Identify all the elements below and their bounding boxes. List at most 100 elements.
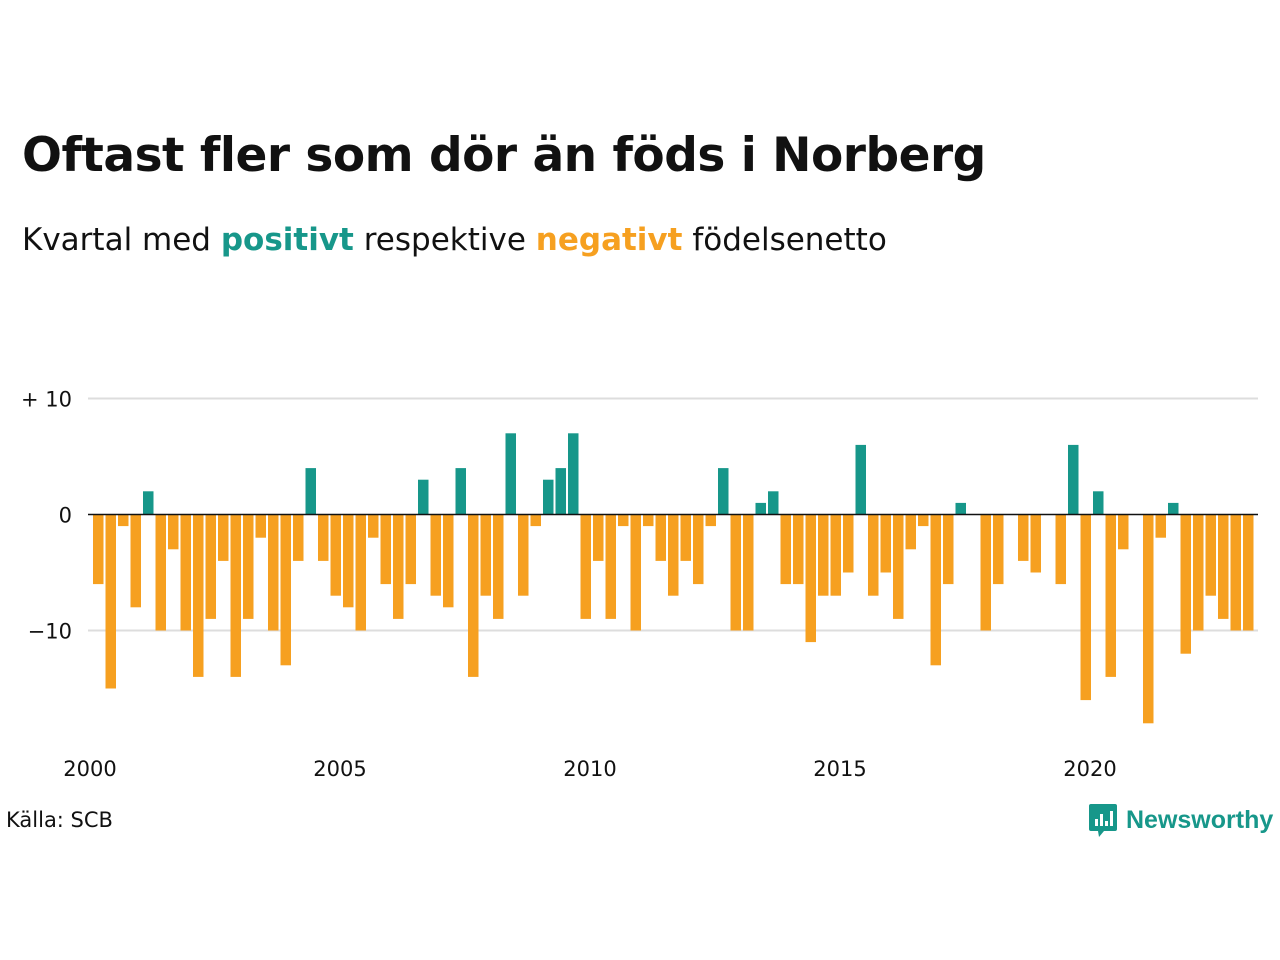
bar	[368, 514, 379, 538]
y-tick-label: + 10	[21, 388, 72, 412]
bar	[1243, 514, 1254, 631]
bar	[805, 514, 816, 643]
x-tick-label: 2020	[1063, 757, 1116, 781]
bar	[455, 468, 466, 515]
bar	[168, 514, 179, 550]
bar	[230, 514, 241, 677]
brand-name: Newsworthy	[1126, 805, 1274, 834]
bar	[405, 514, 416, 585]
bar	[1168, 502, 1179, 515]
bar	[555, 468, 566, 515]
bar	[118, 514, 129, 527]
bar	[543, 479, 554, 515]
bars-layer	[93, 433, 1254, 724]
bar	[1118, 514, 1129, 550]
bar	[393, 514, 404, 619]
x-tick-label: 2010	[563, 757, 616, 781]
bar	[1055, 514, 1066, 585]
bar	[330, 514, 341, 596]
bar	[905, 514, 916, 550]
bar	[1068, 444, 1079, 515]
bar	[705, 514, 716, 527]
bar	[243, 514, 254, 619]
bar	[143, 491, 154, 515]
brand-logo: Newsworthy	[1088, 802, 1273, 838]
bar	[130, 514, 141, 608]
bar	[918, 514, 929, 527]
bar	[930, 514, 941, 666]
bar	[843, 514, 854, 573]
bar	[193, 514, 204, 677]
y-tick-label: −10	[28, 620, 72, 644]
bar	[1030, 514, 1041, 573]
bar	[268, 514, 279, 631]
bar	[855, 444, 866, 515]
x-tick-label: 2015	[813, 757, 866, 781]
bar	[105, 514, 116, 689]
bar	[880, 514, 891, 573]
bar	[1180, 514, 1191, 654]
bar	[430, 514, 441, 596]
subtitle-prefix: Kvartal med	[22, 222, 221, 258]
x-tick-label: 2005	[313, 757, 366, 781]
bar	[868, 514, 879, 596]
bar	[730, 514, 741, 631]
bar	[1155, 514, 1166, 538]
bar	[793, 514, 804, 585]
bar	[980, 514, 991, 631]
subtitle-middle: respektive	[353, 222, 536, 258]
y-tick-label: 0	[59, 504, 72, 528]
bar	[1080, 514, 1091, 701]
bar	[505, 433, 516, 515]
axis-layer: + 10 0 −10 2000 2005 2010 2015 2020	[21, 388, 1258, 781]
bar	[718, 468, 729, 515]
bar	[493, 514, 504, 619]
subtitle-suffix: födelsenetto	[682, 222, 887, 258]
bar	[693, 514, 704, 585]
bar	[1093, 491, 1104, 515]
bar	[480, 514, 491, 596]
bar	[343, 514, 354, 608]
bar	[580, 514, 591, 619]
bar	[318, 514, 329, 561]
chart-title: Oftast fler som dör än föds i Norberg	[22, 128, 986, 183]
bar	[518, 514, 529, 596]
subtitle-positive: positivt	[220, 222, 354, 258]
bar	[305, 468, 316, 515]
bar	[680, 514, 691, 561]
bar	[1143, 514, 1154, 724]
bar	[618, 514, 629, 527]
bar	[780, 514, 791, 585]
subtitle-negative: negativt	[535, 222, 683, 258]
bar	[768, 491, 779, 515]
bar	[630, 514, 641, 631]
bar	[743, 514, 754, 631]
bar	[755, 502, 766, 515]
bar	[155, 514, 166, 631]
bar	[818, 514, 829, 596]
bar	[1230, 514, 1241, 631]
bar	[1193, 514, 1204, 631]
bar	[380, 514, 391, 585]
bar	[955, 502, 966, 515]
bar	[668, 514, 679, 596]
bar	[830, 514, 841, 596]
bar	[1205, 514, 1216, 596]
bar	[280, 514, 291, 666]
bar	[218, 514, 229, 561]
bar	[893, 514, 904, 619]
bar	[1105, 514, 1116, 677]
bar	[205, 514, 216, 619]
bar	[605, 514, 616, 619]
bar	[530, 514, 541, 527]
bar	[993, 514, 1004, 585]
x-tick-label: 2000	[63, 757, 116, 781]
bar	[655, 514, 666, 561]
bar	[593, 514, 604, 561]
bar	[418, 479, 429, 515]
bar	[943, 514, 954, 585]
bar	[93, 514, 104, 585]
newsworthy-logo-icon	[1089, 804, 1117, 837]
bar	[443, 514, 454, 608]
